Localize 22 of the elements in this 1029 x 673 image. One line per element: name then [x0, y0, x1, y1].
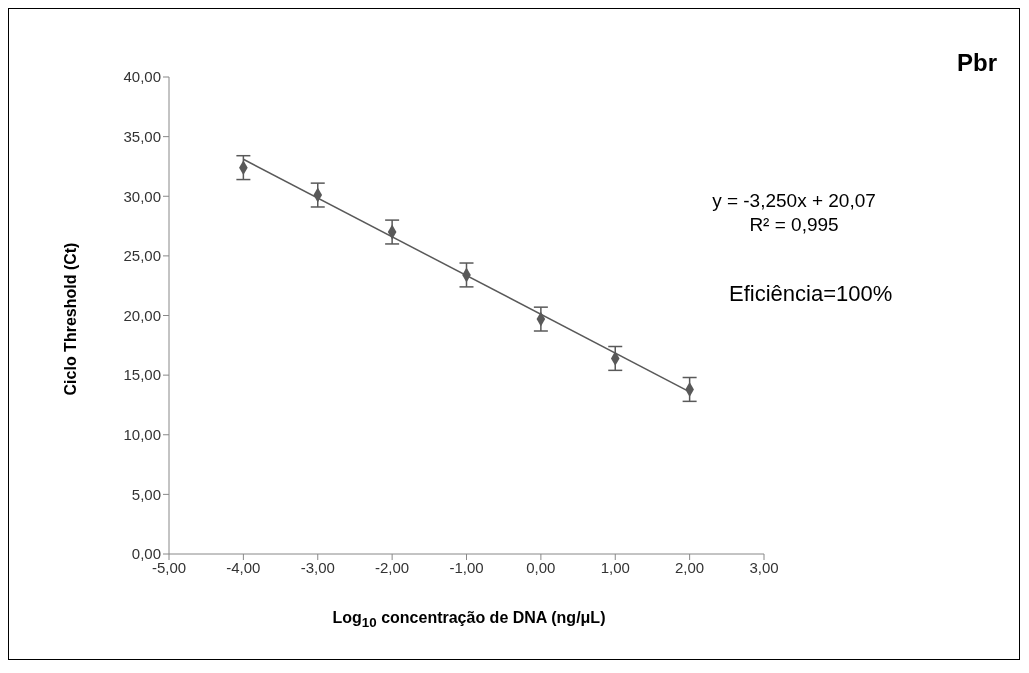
y-tick-label: 5,00	[131, 485, 161, 503]
y-tick-label: 30,00	[123, 187, 161, 205]
annotation: y = -3,250x + 20,07	[711, 189, 877, 213]
y-tick-label: 20,00	[123, 306, 161, 324]
x-tick-label: 0,00	[526, 558, 556, 576]
x-tick-label: 1,00	[600, 558, 630, 576]
text: Pbr	[956, 49, 997, 77]
y-tick-label: 35,00	[123, 127, 161, 145]
x-tick-label: -3,00	[300, 558, 335, 576]
x-axis-title: Log$_{10}$ concentração de DNA (ng/μL)	[332, 609, 606, 631]
annotation: Eficiência=100%	[729, 281, 893, 307]
y-axis-title: Ciclo Threshold (Ct)	[62, 242, 79, 396]
annotation: R² = 0,995	[748, 213, 840, 237]
x-tick-label: -4,00	[226, 558, 261, 576]
y-tick-label: 15,00	[123, 366, 161, 384]
x-tick-label: 2,00	[675, 558, 705, 576]
y-tick-label: 40,00	[123, 68, 161, 86]
x-tick-label: -2,00	[375, 558, 410, 576]
y-tick-label: 10,00	[123, 426, 161, 444]
y-tick-label: 25,00	[123, 247, 161, 265]
x-tick-label: 3,00	[749, 558, 779, 576]
x-tick-label: -1,00	[449, 558, 484, 576]
